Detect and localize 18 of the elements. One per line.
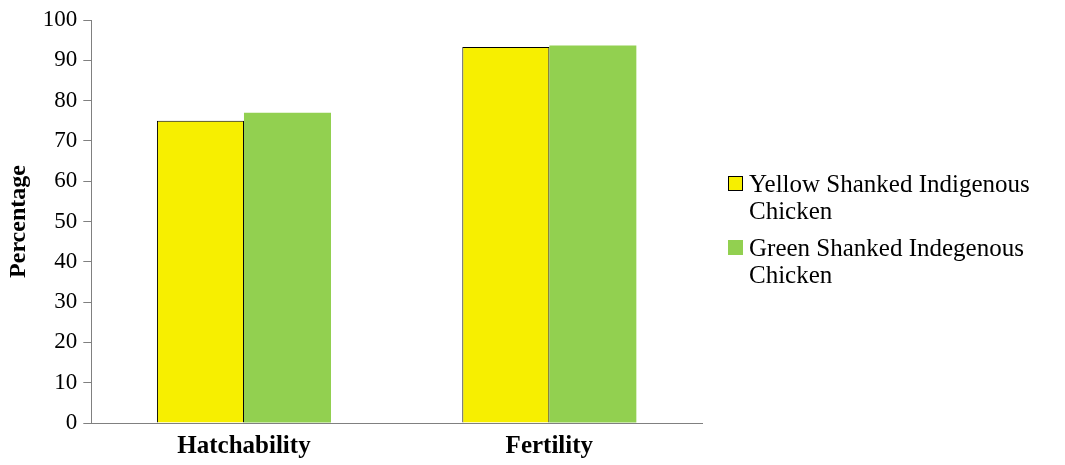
x-tick-label: Hatchability — [177, 431, 312, 459]
y-tick-label: 40 — [54, 247, 78, 273]
y-tick-label: 50 — [54, 207, 78, 233]
bar — [243, 112, 331, 423]
y-tick-label: 60 — [54, 167, 78, 193]
y-tick-label: 80 — [54, 86, 78, 112]
y-tick-label: 10 — [54, 368, 78, 394]
legend-label: Green Shanked Indegenous Chicken — [749, 234, 1025, 288]
y-tick-label: 90 — [54, 46, 78, 72]
y-tick-label: 100 — [42, 6, 78, 32]
legend-label: Yellow Shanked Indigenous Chicken — [749, 170, 1031, 224]
x-tick-label: Fertility — [505, 431, 594, 459]
y-tick-label: 0 — [65, 409, 78, 435]
y-axis-title: Percentage — [3, 164, 30, 278]
y-tick-label: 70 — [54, 126, 78, 152]
y-tick-label: 30 — [54, 288, 78, 314]
y-tick-label: 20 — [54, 328, 78, 354]
bar — [549, 45, 637, 423]
